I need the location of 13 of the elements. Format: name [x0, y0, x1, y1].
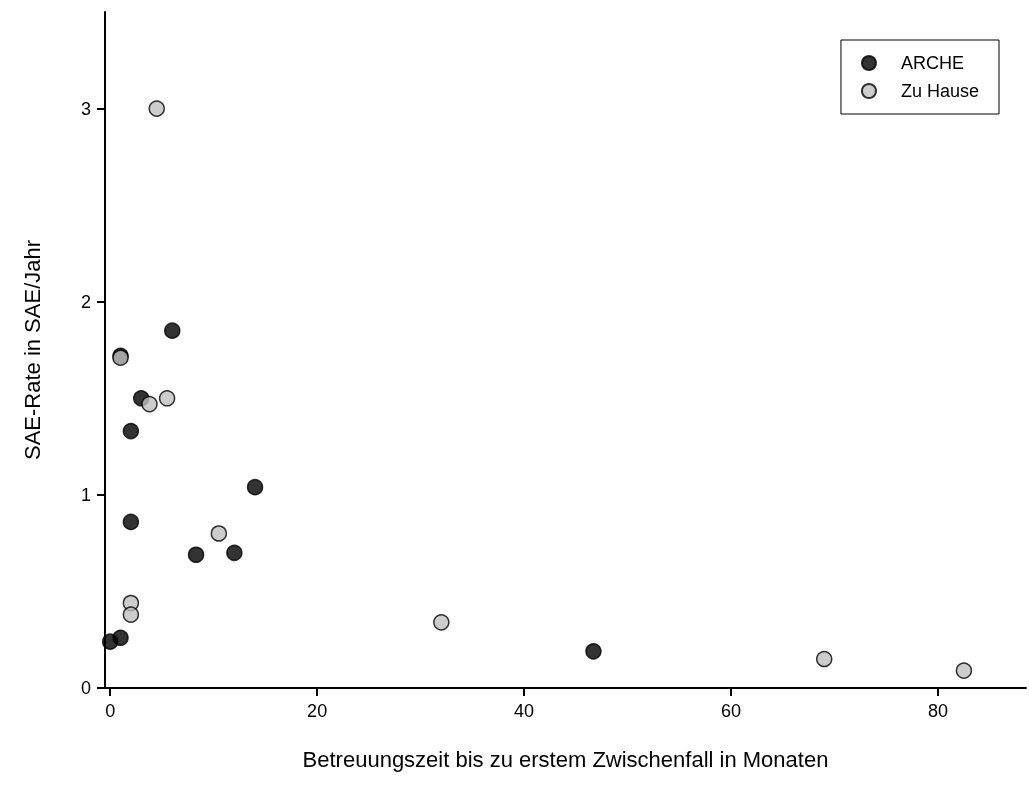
x-tick-label: 0 [105, 701, 116, 721]
x-tick-label: 60 [721, 701, 742, 721]
x-tick-label: 20 [307, 701, 328, 721]
legend-label: ARCHE [900, 53, 964, 73]
x-tick-label: 80 [928, 701, 949, 721]
y-tick-label: 2 [80, 291, 91, 312]
x-tick-label: 40 [514, 701, 535, 721]
legend-label: Zu Hause [900, 81, 980, 101]
y-tick-label: 1 [80, 484, 91, 505]
y-tick-label: 3 [80, 98, 91, 119]
y-axis-title: SAE-Rate in SAE/Jahr [19, 239, 45, 461]
y-tick-label: 0 [80, 678, 91, 698]
x-axis-title: Betreuungszeit bis zu erstem Zwischenfall in Monaten [302, 746, 829, 772]
